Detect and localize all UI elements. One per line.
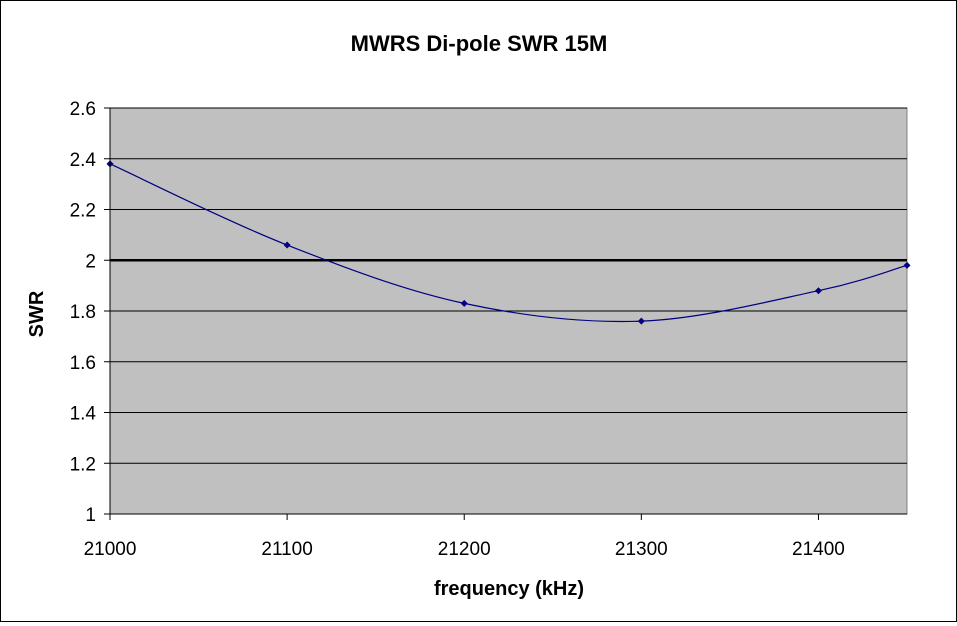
y-tick-label: 2.2 <box>70 201 96 222</box>
data-point <box>814 287 822 295</box>
y-tick-label: 1.4 <box>70 404 97 425</box>
x-tick-label: 21200 <box>438 539 491 560</box>
x-tick-label: 21100 <box>261 539 312 560</box>
data-point <box>283 241 291 249</box>
y-tick-label: 1 <box>85 505 96 526</box>
y-axis-title: SWR <box>26 290 48 337</box>
data-point <box>637 317 645 325</box>
data-point <box>903 261 911 269</box>
y-tick-label: 2.4 <box>70 150 97 171</box>
x-tick-label: 21300 <box>615 539 668 560</box>
chart-title: MWRS Di-pole SWR 15M <box>351 31 608 56</box>
x-tick-label: 21000 <box>84 539 137 560</box>
x-axis-title: frequency (kHz) <box>434 578 584 600</box>
y-tick-label: 2 <box>85 251 96 272</box>
y-tick-label: 2.6 <box>70 99 96 120</box>
axes <box>104 107 907 520</box>
x-tick-labels: 21000 21100 21200 21300 21400 <box>84 539 845 560</box>
y-tick-label: 1.8 <box>70 302 96 323</box>
data-point <box>460 299 468 307</box>
y-tick-labels: 1 1.2 1.4 1.6 1.8 2 2.2 2.4 2.6 <box>70 99 97 526</box>
x-tick-label: 21400 <box>792 539 845 560</box>
y-tick-label: 1.2 <box>70 454 96 475</box>
series-layer <box>106 160 911 325</box>
y-tick-label: 1.6 <box>70 353 96 374</box>
